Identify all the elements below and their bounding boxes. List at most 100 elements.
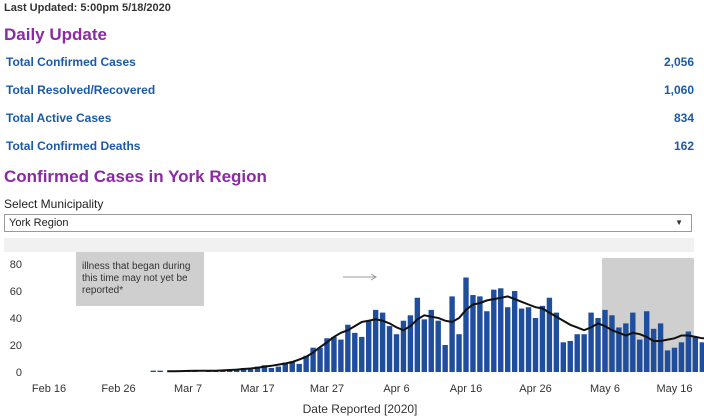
bar xyxy=(505,307,511,372)
bar xyxy=(560,342,566,372)
x-tick-label: May 6 xyxy=(590,383,620,395)
bar xyxy=(463,277,469,372)
bar xyxy=(567,340,573,372)
bar xyxy=(539,305,546,372)
bar xyxy=(581,334,587,372)
bar xyxy=(685,331,692,372)
municipality-select[interactable]: York Region ▼ xyxy=(4,214,692,232)
y-tick-label: 20 xyxy=(10,340,22,352)
stat-row-deaths: Total Confirmed Deaths 162 xyxy=(6,139,694,159)
x-tick-label: Mar 17 xyxy=(240,383,274,395)
stat-label: Total Confirmed Deaths xyxy=(6,139,141,153)
bar xyxy=(435,320,441,372)
moving-average-line xyxy=(167,295,704,373)
bar xyxy=(449,296,455,372)
bar xyxy=(414,297,421,372)
bar xyxy=(247,369,254,372)
bar xyxy=(616,327,622,372)
y-tick-label: 80 xyxy=(10,259,22,271)
daily-update-title: Daily Update xyxy=(4,25,107,44)
bar xyxy=(428,309,434,372)
bar xyxy=(532,318,539,372)
stat-value: 834 xyxy=(673,111,694,125)
bar xyxy=(233,369,240,372)
stat-row-resolved: Total Resolved/Recovered 1,060 xyxy=(6,83,694,103)
bar xyxy=(491,289,497,372)
y-tick-label: 60 xyxy=(10,286,22,298)
dropdown-caret-icon[interactable]: ▼ xyxy=(675,218,683,227)
x-tick-label: Apr 6 xyxy=(383,383,409,395)
stat-value: 162 xyxy=(673,139,694,153)
y-tick-label: 0 xyxy=(16,367,22,379)
x-tick-label: Feb 16 xyxy=(32,383,66,395)
bar xyxy=(553,312,560,372)
bar xyxy=(324,338,330,372)
x-tick-label: Mar 7 xyxy=(174,383,202,395)
bar xyxy=(303,355,309,372)
arrow-head-icon xyxy=(370,273,377,281)
annotation-text: illness that began during this time may … xyxy=(82,261,191,296)
stat-label: Total Active Cases xyxy=(6,111,112,125)
bar xyxy=(644,311,650,372)
x-tick-label: Feb 26 xyxy=(101,383,135,395)
bar xyxy=(282,362,288,372)
stat-label: Total Confirmed Cases xyxy=(6,55,136,69)
bar xyxy=(400,320,407,372)
last-updated-timestamp: Last Updated: 5:00pm 5/18/2020 xyxy=(4,2,171,14)
bar xyxy=(372,309,379,372)
bar xyxy=(359,336,365,372)
daily-cases-chart: 0 20 40 60 80 Feb 16 Feb 26 Mar 7 Mar 17 Mar 27 Ap… xyxy=(10,258,704,416)
bar xyxy=(317,347,323,372)
x-tick-label: Apr 26 xyxy=(519,383,551,395)
bar xyxy=(352,332,358,372)
bar xyxy=(345,324,351,372)
bar xyxy=(671,347,678,372)
bar xyxy=(623,323,629,372)
bar xyxy=(407,315,414,372)
municipality-select-label: Select Municipality xyxy=(4,197,104,211)
y-tick-label: 40 xyxy=(10,313,22,325)
stat-label: Total Resolved/Recovered xyxy=(6,83,156,97)
bar xyxy=(296,363,302,372)
bar xyxy=(511,291,518,372)
bar xyxy=(456,334,462,372)
bar xyxy=(150,370,156,372)
bar xyxy=(310,347,316,372)
stat-row-active: Total Active Cases 834 xyxy=(6,111,694,131)
bar xyxy=(386,326,393,372)
bar xyxy=(289,361,295,372)
bar xyxy=(421,319,427,372)
stat-row-confirmed: Total Confirmed Cases 2,056 xyxy=(6,55,694,75)
bar xyxy=(525,307,532,372)
bar xyxy=(261,365,268,372)
bar xyxy=(692,336,699,372)
municipality-selected-value: York Region xyxy=(9,217,69,229)
x-tick-label: Apr 16 xyxy=(450,383,482,395)
bar xyxy=(484,311,490,372)
bar xyxy=(157,370,163,372)
bar xyxy=(664,350,671,372)
bar xyxy=(338,339,344,372)
bar xyxy=(379,312,386,372)
region-chart-title: Confirmed Cases in York Region xyxy=(4,167,267,186)
bar xyxy=(602,309,608,372)
bar xyxy=(268,367,275,372)
bar xyxy=(630,312,636,372)
bar xyxy=(637,339,643,372)
x-tick-label: May 16 xyxy=(656,383,692,395)
stat-value: 2,056 xyxy=(663,55,694,69)
annotation-box: illness that began during this time may … xyxy=(76,252,204,306)
bar xyxy=(275,366,282,372)
bar xyxy=(657,323,664,372)
bar xyxy=(331,336,337,372)
bar xyxy=(518,308,525,372)
bar xyxy=(588,312,594,372)
bar xyxy=(595,318,601,372)
bar xyxy=(574,334,580,372)
bar xyxy=(393,334,400,372)
bar xyxy=(498,288,504,372)
bar xyxy=(366,320,372,372)
bar xyxy=(254,366,261,372)
bar xyxy=(699,342,704,372)
bar xyxy=(546,297,553,372)
